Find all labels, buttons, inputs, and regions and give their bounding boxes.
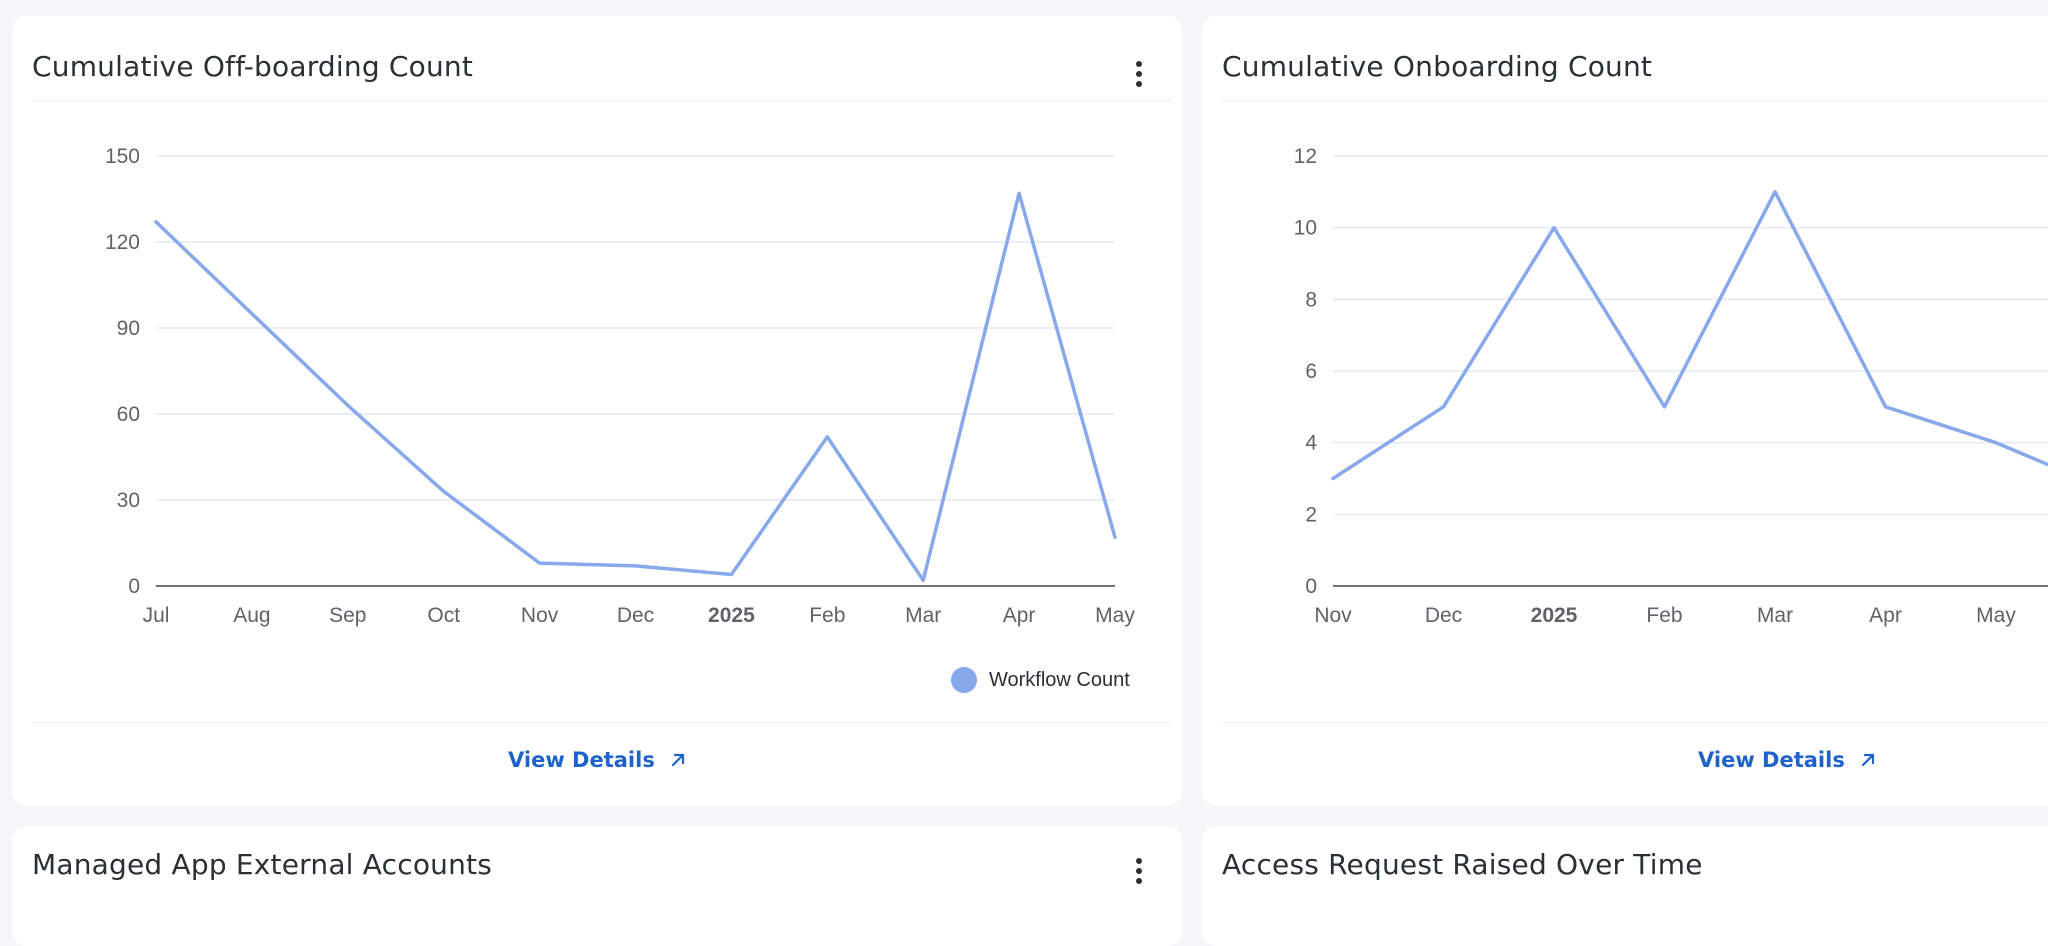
card-title: Access Request Raised Over Time (1222, 848, 1703, 881)
view-details-link[interactable]: View Details (1698, 748, 1877, 772)
y-tick-label: 10 (1294, 217, 1317, 240)
y-tick-label: 4 (1305, 432, 1317, 455)
x-tick-label: Mar (1757, 604, 1793, 627)
managed-apps-card: Managed App External Accounts (12, 826, 1182, 946)
x-tick-label: Dec (1425, 604, 1462, 627)
view-details-label: View Details (1698, 748, 1845, 772)
y-tick-label: 6 (1305, 360, 1317, 383)
y-tick-label: 12 (1294, 145, 1317, 168)
kebab-dot (1136, 858, 1142, 864)
onboarding-line-chart: 0 2 4 6 8 10 12 Nov Dec 2025 Feb Mar Apr May (0, 0, 2048, 862)
y-tick-label: 8 (1305, 288, 1317, 311)
card-title: Managed App External Accounts (32, 848, 492, 881)
access-requests-card: Access Request Raised Over Time (1202, 826, 2048, 946)
x-tick-label: Nov (1314, 604, 1352, 627)
series-line (1333, 192, 2048, 490)
x-tick-label: 2025 (1531, 604, 1578, 627)
kebab-dot (1136, 868, 1142, 874)
arrow-up-right-icon (1859, 751, 1877, 769)
x-tick-label: Apr (1869, 604, 1902, 627)
y-tick-label: 2 (1305, 503, 1317, 526)
x-tick-label: Feb (1646, 604, 1682, 627)
x-tick-label: May (1976, 604, 2016, 627)
y-tick-label: 0 (1305, 575, 1317, 598)
kebab-dot (1136, 878, 1142, 884)
kebab-menu-icon[interactable] (1133, 854, 1145, 888)
